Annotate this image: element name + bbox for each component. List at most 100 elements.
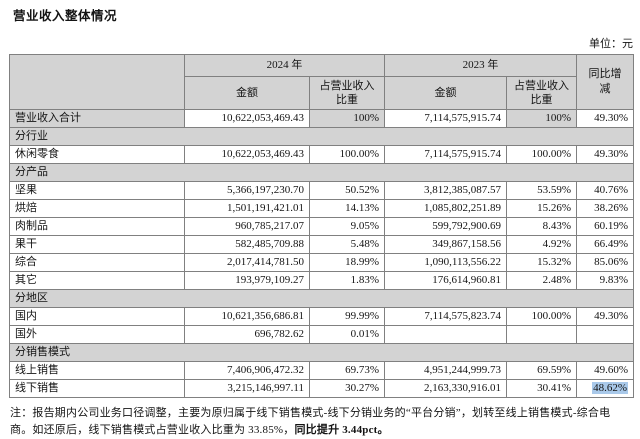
yoy: 40.76%	[576, 181, 634, 200]
header-yoy: 同比增减	[576, 54, 634, 110]
amount-2023: 3,812,385,087.57	[384, 181, 507, 200]
amount-2024: 960,785,217.07	[184, 217, 310, 236]
footnote-bold-text: 同比提升 3.44pct。	[294, 424, 389, 437]
share-2024: 1.83%	[309, 271, 385, 290]
header-share-2023: 占营业收入比重	[506, 76, 577, 110]
share-2023: 30.41%	[506, 379, 577, 398]
header-empty-cell	[9, 54, 185, 110]
table-row: 国内 10,621,356,686.81 99.99% 7,114,575,823.7…	[9, 307, 634, 326]
amount-2023: 4,951,244,999.73	[384, 361, 507, 380]
yoy: 66.49%	[576, 235, 634, 254]
amount-2023: 1,090,113,556.22	[384, 253, 507, 272]
yoy: 49.30%	[576, 145, 634, 164]
amount-2024: 1,501,191,421.01	[184, 199, 310, 218]
report-page: 营业收入整体情况 单位：元 2024 年 2023 年 同比增减 金额 占营业收…	[9, 9, 634, 436]
amount-2023: 7,114,575,823.74	[384, 307, 507, 326]
table-row: 坚果 5,366,197,230.70 50.52% 3,812,385,087.57…	[9, 181, 634, 200]
section-label: 分产品	[9, 163, 634, 182]
table-row: 线上销售 7,406,906,472.32 69.73% 4,951,244,999.…	[9, 361, 634, 380]
row-label: 休闲零食	[9, 145, 185, 164]
page-title: 营业收入整体情况	[13, 9, 118, 23]
header-amount-2023: 金额	[384, 76, 507, 110]
share-2024: 5.48%	[309, 235, 385, 254]
amount-2023: 1,085,802,251.89	[384, 199, 507, 218]
section-row: 分地区	[9, 289, 634, 308]
share-2023: 100.00%	[506, 307, 577, 326]
yoy: 48.62%	[576, 379, 634, 398]
section-label: 分地区	[9, 289, 634, 308]
row-label: 线上销售	[9, 361, 185, 380]
share-2023: 53.59%	[506, 181, 577, 200]
share-2024: 99.99%	[309, 307, 385, 326]
revenue-table: 2024 年 2023 年 同比增减 金额 占营业收入比重 金额 占营业收入比重…	[9, 54, 634, 398]
table-row: 果干 582,485,709.88 5.48% 349,867,158.56 4.92%…	[9, 235, 634, 254]
share-2024: 100%	[309, 109, 385, 128]
share-2024: 100.00%	[309, 145, 385, 164]
section-label: 分行业	[9, 127, 634, 146]
amount-2023: 599,792,900.69	[384, 217, 507, 236]
header-amount-2024: 金额	[184, 76, 310, 110]
header-row-years: 2024 年 2023 年 同比增减	[9, 54, 634, 110]
table-row: 线下销售 3,215,146,997.11 30.27% 2,163,330,916.…	[9, 379, 634, 398]
amount-2023	[384, 325, 507, 344]
share-2024: 50.52%	[309, 181, 385, 200]
amount-2024: 10,622,053,469.43	[184, 109, 310, 128]
amount-2024: 10,621,356,686.81	[184, 307, 310, 326]
yoy: 49.30%	[576, 307, 634, 326]
amount-2023: 7,114,575,915.74	[384, 145, 507, 164]
footnote: 注：报告期内公司业务口径调整，主要为原归属于线下销售模式-线下分销业务的“平台分…	[10, 405, 630, 439]
share-2024: 18.99%	[309, 253, 385, 272]
table-row: 其它 193,979,109.27 1.83% 176,614,960.81 2.48%…	[9, 271, 634, 290]
amount-2024: 10,622,053,469.43	[184, 145, 310, 164]
row-label: 国内	[9, 307, 185, 326]
amount-2023: 7,114,575,915.74	[384, 109, 507, 128]
header-year-2024: 2024 年	[184, 54, 385, 77]
row-label: 其它	[9, 271, 185, 290]
share-2024: 69.73%	[309, 361, 385, 380]
share-2023: 2.48%	[506, 271, 577, 290]
share-2024: 9.05%	[309, 217, 385, 236]
table-header: 2024 年 2023 年 同比增减 金额 占营业收入比重 金额 占营业收入比重	[9, 54, 634, 110]
yoy: 60.19%	[576, 217, 634, 236]
section-row: 分行业	[9, 127, 634, 146]
amount-2024: 3,215,146,997.11	[184, 379, 310, 398]
row-label: 综合	[9, 253, 185, 272]
share-2023: 69.59%	[506, 361, 577, 380]
yoy: 49.60%	[576, 361, 634, 380]
section-row: 分产品	[9, 163, 634, 182]
amount-2023: 2,163,330,916.01	[384, 379, 507, 398]
table-body: 营业收入合计 10,622,053,469.43 100% 7,114,575,915…	[9, 109, 634, 398]
share-2024: 14.13%	[309, 199, 385, 218]
yoy: 85.06%	[576, 253, 634, 272]
amount-2024: 5,366,197,230.70	[184, 181, 310, 200]
share-2024: 0.01%	[309, 325, 385, 344]
table-row: 综合 2,017,414,781.50 18.99% 1,090,113,556.22…	[9, 253, 634, 272]
yoy	[576, 325, 634, 344]
amount-2024: 696,782.62	[184, 325, 310, 344]
section-row: 分销售模式	[9, 343, 634, 362]
share-2024: 30.27%	[309, 379, 385, 398]
share-2023: 100%	[506, 109, 577, 128]
yoy: 9.83%	[576, 271, 634, 290]
row-label: 烘焙	[9, 199, 185, 218]
amount-2024: 582,485,709.88	[184, 235, 310, 254]
unit-label: 单位：元	[589, 38, 633, 50]
amount-2024: 7,406,906,472.32	[184, 361, 310, 380]
table-row: 休闲零食 10,622,053,469.43 100.00% 7,114,575,91…	[9, 145, 634, 164]
amount-2023: 176,614,960.81	[384, 271, 507, 290]
row-label: 果干	[9, 235, 185, 254]
yoy: 38.26%	[576, 199, 634, 218]
header-year-2023: 2023 年	[384, 54, 577, 77]
amount-2024: 2,017,414,781.50	[184, 253, 310, 272]
table-row: 烘焙 1,501,191,421.01 14.13% 1,085,802,251.89…	[9, 199, 634, 218]
share-2023: 4.92%	[506, 235, 577, 254]
share-2023	[506, 325, 577, 344]
row-label: 肉制品	[9, 217, 185, 236]
share-2023: 8.43%	[506, 217, 577, 236]
row-label: 线下销售	[9, 379, 185, 398]
yoy: 49.30%	[576, 109, 634, 128]
header-share-2024: 占营业收入比重	[309, 76, 385, 110]
header-row-metrics: 金额 占营业收入比重 金额 占营业收入比重	[10, 76, 634, 110]
amount-2024: 193,979,109.27	[184, 271, 310, 290]
table-row: 国外 696,782.62 0.01%	[9, 325, 634, 344]
